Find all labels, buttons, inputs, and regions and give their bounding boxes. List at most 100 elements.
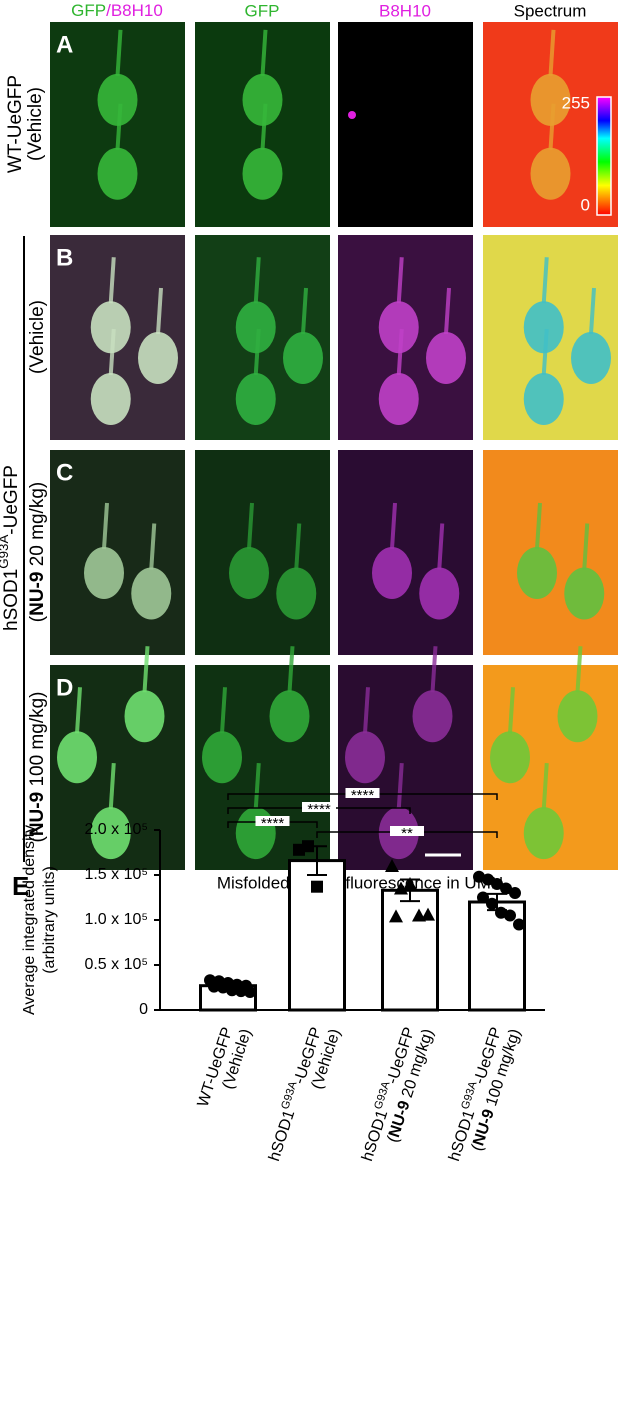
text-part: ( <box>385 1134 403 1145</box>
panel-label: B <box>56 244 73 271</box>
cell <box>490 731 530 784</box>
dendrite <box>541 328 549 376</box>
data-point <box>302 840 314 853</box>
cell <box>283 332 323 384</box>
significance-label: **** <box>261 815 285 832</box>
column-header: B8H10 <box>379 1 431 20</box>
bracket-gap <box>345 788 380 798</box>
dendrite <box>108 762 116 810</box>
cell <box>229 547 269 599</box>
dendrite <box>363 687 370 734</box>
panel-label: C <box>56 459 73 486</box>
panel-label: A <box>56 31 73 58</box>
micrograph <box>50 450 185 655</box>
dendrite <box>108 328 116 376</box>
dendrite <box>390 502 397 550</box>
text-part: NU-9 <box>27 572 48 616</box>
dendrite <box>253 762 261 810</box>
panel-label: D <box>56 674 73 701</box>
data-point <box>421 907 435 921</box>
y-tick-label: 1.0 x 10⁵ <box>84 911 148 928</box>
data-point <box>500 882 512 895</box>
dendrite <box>541 257 549 304</box>
text-part: G93A <box>372 1080 392 1111</box>
cell <box>242 147 283 200</box>
dendrite <box>287 646 295 693</box>
dendrite <box>541 762 549 810</box>
data-point <box>495 906 507 919</box>
cell <box>131 567 172 620</box>
text-line: (NU-9 20 mg/kg) <box>27 482 48 622</box>
significance-label: **** <box>351 787 375 804</box>
data-point <box>403 877 417 890</box>
text-part: NU-9 <box>386 1099 414 1140</box>
cell <box>345 731 385 784</box>
cell <box>138 332 178 384</box>
y-axis-label: (arbitrary units) <box>41 866 58 974</box>
cell <box>517 547 557 599</box>
text-part: -UeGFP <box>1 465 22 535</box>
dendrite <box>102 502 109 550</box>
dendrite <box>396 257 404 304</box>
micrograph <box>338 450 473 655</box>
chart-title: Misfolded SOD1 fluorescence in UMN <box>217 873 503 892</box>
bar <box>381 888 439 1012</box>
cell <box>564 567 605 620</box>
x-tick-label: WT-UeGFP (Vehicle) <box>195 1021 256 1115</box>
dendrite <box>260 29 268 77</box>
cell <box>90 373 131 425</box>
y-tick-label: 0 <box>139 1001 148 1018</box>
dendrite <box>260 103 268 150</box>
dendrite <box>396 328 404 376</box>
x-tick-label: hSOD1G93A-UeGFP (NU-9 20 mg/kg) <box>356 1020 437 1169</box>
data-point <box>473 870 485 883</box>
data-point <box>385 859 399 872</box>
dendrite <box>508 687 515 734</box>
micrographs <box>50 22 618 870</box>
row-label: (NU-9 20 mg/kg) <box>27 482 48 622</box>
text-line: (Vehicle) <box>27 300 48 374</box>
bar <box>468 900 526 1012</box>
micrograph <box>483 450 618 655</box>
cell <box>269 690 310 743</box>
column-header: GFP/B8H10 <box>71 1 163 20</box>
cell <box>235 301 276 354</box>
text-line: hSOD1G93A-UeGFP <box>0 465 22 631</box>
dendrite <box>115 29 123 77</box>
dendrite <box>548 103 556 150</box>
cell <box>523 807 564 860</box>
dendrite <box>220 687 227 734</box>
text-part: ( <box>27 836 48 843</box>
cell <box>530 73 571 126</box>
micrograph <box>195 450 330 655</box>
data-point <box>217 981 229 994</box>
text-part: G93A <box>0 535 11 569</box>
cell <box>90 807 131 860</box>
cell <box>90 301 131 354</box>
dendrite <box>582 523 590 570</box>
cell <box>57 731 97 784</box>
dendrite <box>396 762 404 810</box>
significance-label: ** <box>401 825 413 842</box>
cell <box>124 690 165 743</box>
cell <box>523 373 564 425</box>
data-point <box>226 984 238 997</box>
text-part: ( <box>469 1142 487 1153</box>
text-part: GFP <box>71 1 106 20</box>
data-point <box>482 873 494 886</box>
cell <box>426 332 466 384</box>
colorbar-label: 255 <box>562 93 590 112</box>
dendrite <box>437 523 445 570</box>
cell <box>84 547 124 599</box>
data-point <box>477 891 489 904</box>
dendrite <box>294 523 302 570</box>
dendrite <box>430 646 438 693</box>
row-label: (Vehicle) <box>27 300 48 374</box>
dendrite <box>548 29 556 77</box>
cell <box>97 147 138 200</box>
cell <box>372 547 412 599</box>
dendrite <box>253 257 261 304</box>
dendrite <box>589 287 596 335</box>
bracket-gap <box>302 802 336 812</box>
